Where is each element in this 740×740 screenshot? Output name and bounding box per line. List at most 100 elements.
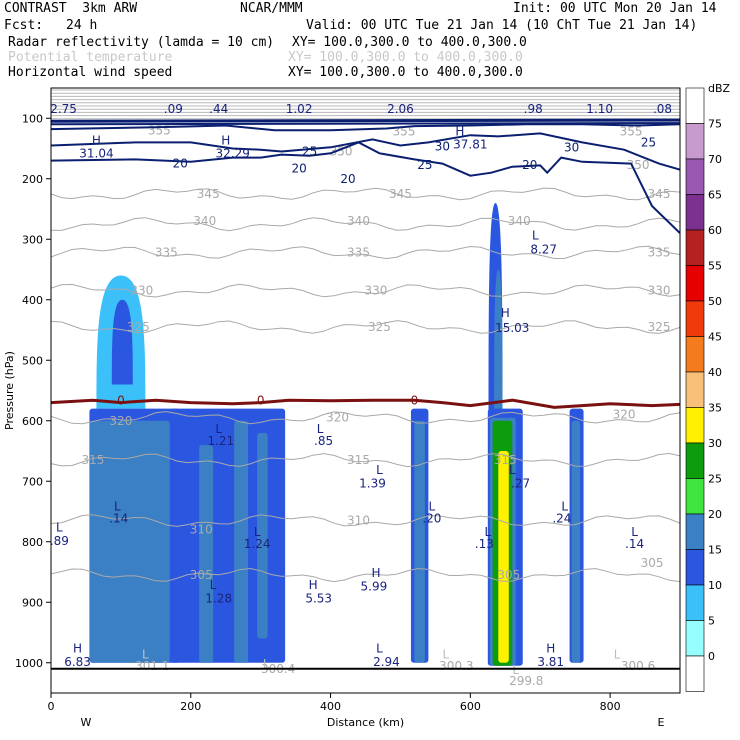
theta-label: 330	[365, 284, 388, 298]
wind-contour	[51, 132, 680, 171]
colorbar-level-label: 15	[708, 544, 722, 557]
theta-label: 355	[620, 125, 643, 139]
colorbar-level-label: 35	[708, 402, 722, 415]
wind-contour	[51, 123, 680, 132]
top-value-label: .09	[164, 102, 183, 116]
colorbar-level-label: 25	[708, 473, 722, 486]
top-value-label: .08	[653, 102, 672, 116]
colorbar-level-label: 45	[708, 331, 722, 344]
reflectivity-cell	[199, 444, 214, 663]
theta-label: 305	[497, 568, 520, 582]
colorbar-swatch	[685, 300, 705, 337]
theta-contour	[51, 187, 680, 201]
theta-label: 305	[641, 556, 664, 570]
forecast-hours: 24 h	[66, 18, 98, 33]
y-tick-label: 800	[22, 536, 43, 549]
colorbar-swatch	[685, 371, 705, 408]
colorbar-unit: dBZ	[708, 82, 731, 95]
theta-label: 335	[347, 246, 370, 260]
pressure-extremum-label: L	[614, 648, 621, 662]
theta-label: 320	[613, 408, 636, 422]
theta-label: 325	[127, 320, 150, 334]
valid-time: Valid: 00 UTC Tue 21 Jan 14 (10 ChT Tue …	[306, 18, 698, 33]
x-tick-label: 0	[48, 700, 55, 713]
theta-contour	[51, 320, 680, 334]
pressure-extremum-label: L	[484, 525, 491, 539]
wind-label: 30	[435, 140, 450, 154]
theta-label: 335	[648, 246, 671, 260]
colorbar-level-label: 40	[708, 366, 722, 379]
pressure-extremum-label: L	[509, 463, 516, 477]
y-tick-label: 100	[22, 112, 43, 125]
theta-label: 315	[81, 453, 104, 467]
pressure-extremum-label: 2.94	[373, 655, 400, 669]
x-end-label-west: W	[81, 716, 92, 729]
y-tick-label: 1000	[15, 657, 43, 670]
colorbar-swatch	[685, 336, 705, 373]
reflectivity-cell	[498, 451, 509, 663]
theta-label: 345	[197, 187, 220, 201]
pressure-extremum-label: H	[546, 642, 555, 656]
colorbar-swatch	[685, 87, 705, 124]
pressure-extremum-label: L	[215, 422, 222, 436]
colorbar-level-label: 5	[708, 615, 715, 628]
wind-label: 20	[291, 161, 306, 175]
pressure-extremum-label: L	[429, 499, 436, 513]
theta-label: 355	[148, 123, 171, 137]
pressure-extremum-label: L	[376, 642, 383, 656]
theta-label: 330	[648, 284, 671, 298]
colorbar-level-label: 30	[708, 437, 722, 450]
pressure-extremum-label: .20	[422, 512, 441, 526]
pressure-extremum-label: .89	[50, 534, 69, 548]
reflectivity-plume	[111, 299, 133, 385]
reflectivity-cell	[414, 420, 425, 663]
field-name-theta: Potential temperature	[8, 50, 173, 65]
y-tick-label: 200	[22, 173, 43, 186]
colorbar-level-label: 50	[708, 295, 722, 308]
colorbar-swatch	[685, 620, 705, 657]
colorbar-level-label: 60	[708, 224, 722, 237]
wind-contour	[51, 141, 680, 234]
theta-label: 315	[347, 453, 370, 467]
pressure-extremum-label: 1.28	[205, 591, 232, 605]
pressure-extremum-label: L	[317, 422, 324, 436]
field-name-reflectivity: Radar reflectivity (lamda = 10 cm)	[8, 35, 275, 50]
freezing-level-label: 0	[117, 393, 125, 407]
theta-label: 340	[347, 214, 370, 228]
pressure-extremum-label: H	[371, 566, 380, 580]
pressure-extremum-label: .13	[475, 537, 494, 551]
init-time: Init: 00 UTC Mon 20 Jan 14	[513, 1, 717, 16]
pressure-extremum-label: L	[210, 578, 217, 592]
freezing-level-label: 0	[257, 393, 265, 407]
field-xy-theta: XY= 100.0,300.0 to 400.0,300.0	[288, 50, 523, 65]
pressure-extremum-label: H	[455, 124, 464, 138]
pressure-extremum-label: L	[263, 657, 270, 671]
pressure-extremum-label: L	[443, 648, 450, 662]
colorbar-swatch	[685, 229, 705, 266]
x-end-label-east: E	[658, 716, 665, 729]
colorbar-swatch	[685, 655, 705, 692]
theta-label: 310	[347, 514, 370, 528]
reflectivity-cell	[257, 432, 268, 639]
theta-label: 325	[368, 320, 391, 334]
theta-contour	[51, 217, 680, 232]
wind-label: 30	[564, 140, 579, 154]
y-tick-label: 900	[22, 596, 43, 609]
colorbar-level-label: 20	[708, 508, 722, 521]
x-tick-label: 400	[320, 700, 341, 713]
pressure-extremum-label: 1.39	[359, 476, 386, 490]
y-axis-title: Pressure (hPa)	[3, 351, 16, 430]
theta-contour	[51, 452, 680, 468]
pressure-extremum-label: 5.99	[361, 579, 388, 593]
pressure-extremum-label: 3.81	[537, 655, 564, 669]
pressure-extremum-label: H	[73, 642, 82, 656]
colorbar-swatch	[685, 407, 705, 444]
theta-contour	[51, 245, 680, 260]
colorbar-swatch	[685, 442, 705, 479]
theta-label: 299.8	[509, 674, 543, 688]
colorbar-swatch	[685, 158, 705, 195]
colorbar-swatch	[685, 478, 705, 515]
forecast-label: Fcst:	[4, 18, 44, 33]
pressure-extremum-label: L	[56, 521, 63, 535]
